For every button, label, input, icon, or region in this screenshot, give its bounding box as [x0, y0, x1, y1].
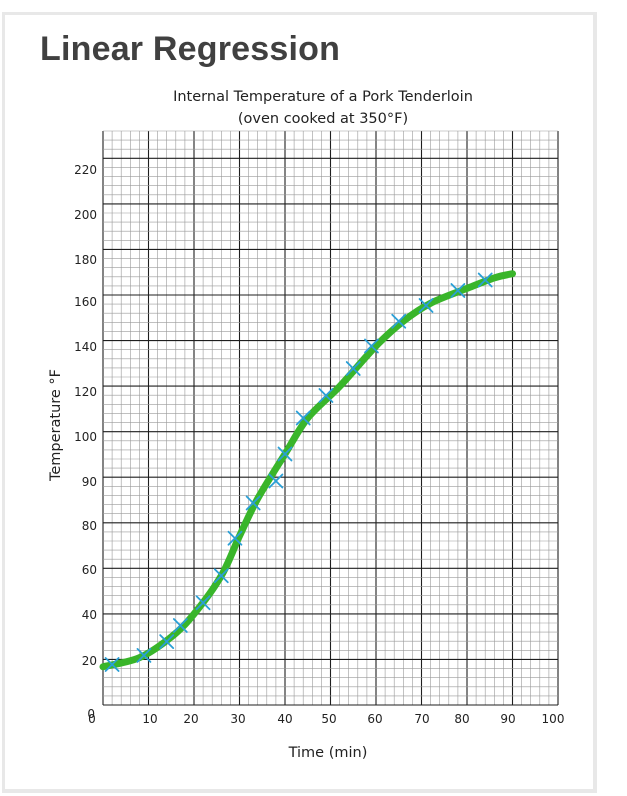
content-card: [2, 12, 597, 793]
x-tick-label: 60: [367, 712, 382, 726]
y-tick-label: 100: [74, 430, 97, 444]
data-point: [391, 313, 407, 329]
data-point: [172, 618, 188, 633]
data-point: [364, 338, 379, 354]
y-tick-label: 220: [74, 163, 97, 177]
data-point: [418, 298, 434, 313]
x-axis-label: Time (min): [288, 745, 368, 761]
y-tick-label: 80: [82, 519, 97, 533]
y-axis-ticks: 20 40 60 80 90 100 120 140 160 180 200 220 0: [74, 163, 97, 721]
data-point: [450, 283, 466, 298]
data-points: [104, 272, 493, 672]
y-tick-label: 200: [74, 208, 97, 222]
data-point: [345, 361, 361, 376]
chart-grid: [102, 130, 559, 706]
x-axis-ticks: 0 10 20 30 40 50 60 70 80 90 100: [88, 712, 564, 726]
chart-title: Internal Temperature of a Pork Tenderloi…: [173, 89, 473, 105]
data-point: [104, 657, 120, 672]
data-point: [213, 568, 229, 584]
x-tick-label: 70: [414, 712, 429, 726]
fit-curve: [99, 270, 516, 671]
data-point: [195, 595, 211, 611]
y-tick-label: 180: [74, 253, 97, 267]
y-tick-label: 20: [82, 654, 97, 668]
chart-title-block: Internal Temperature of a Pork Tenderloi…: [95, 86, 551, 130]
data-point: [268, 473, 284, 489]
data-point: [159, 634, 175, 649]
x-tick-label: 50: [321, 712, 336, 726]
x-tick-label: 10: [142, 712, 157, 726]
data-point: [477, 272, 493, 288]
x-tick-label: 0: [88, 712, 96, 726]
chart-subtitle: (oven cooked at 350°F): [237, 111, 409, 127]
y-tick-label: 120: [74, 385, 97, 399]
y-tick-label: 160: [74, 295, 97, 309]
fit-curve-group: [99, 270, 516, 671]
data-point: [295, 410, 311, 426]
data-point: [227, 530, 243, 546]
data-point: [136, 648, 152, 663]
data-point: [245, 495, 261, 511]
x-tick-label: 100: [542, 712, 565, 726]
page-title: Linear Regression: [40, 30, 341, 68]
y-tick-label: 90: [82, 475, 97, 489]
y-tick-label: 40: [82, 608, 97, 622]
y-tick-label: 60: [82, 563, 97, 577]
x-tick-label: 80: [454, 712, 469, 726]
x-tick-label: 40: [277, 712, 292, 726]
y-tick-label-zero: 0: [87, 707, 95, 721]
x-tick-label: 20: [183, 712, 198, 726]
x-tick-label: 90: [500, 712, 515, 726]
y-tick-label: 140: [74, 340, 97, 354]
data-point: [277, 446, 293, 462]
data-point: [318, 388, 334, 403]
x-tick-label: 30: [230, 712, 245, 726]
y-axis-label: Temperature °F: [48, 369, 64, 482]
